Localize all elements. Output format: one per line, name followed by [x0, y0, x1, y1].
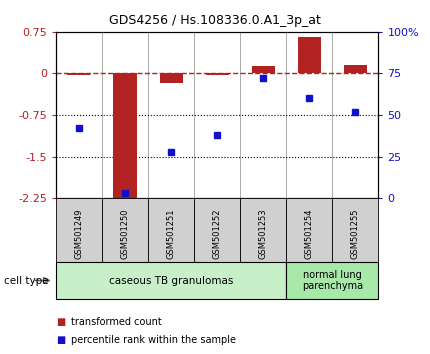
Text: GSM501251: GSM501251 [166, 208, 175, 259]
Bar [206, 74, 229, 75]
Bar [102, 198, 148, 262]
Bar [148, 198, 194, 262]
Bar [160, 74, 183, 84]
Text: GSM501255: GSM501255 [351, 208, 360, 259]
Bar [286, 198, 332, 262]
Bar [240, 198, 286, 262]
Bar [298, 38, 321, 74]
Text: GSM501253: GSM501253 [259, 208, 268, 259]
Bar [194, 198, 240, 262]
Text: ■: ■ [56, 317, 65, 327]
Text: cell type: cell type [4, 275, 49, 286]
Bar [114, 74, 137, 199]
Text: GSM501254: GSM501254 [305, 208, 314, 259]
Text: GSM501249: GSM501249 [74, 208, 83, 259]
Text: ■: ■ [56, 335, 65, 345]
Bar [68, 74, 90, 75]
Bar [56, 198, 102, 262]
Text: normal lung
parenchyma: normal lung parenchyma [302, 270, 363, 291]
Bar [344, 65, 367, 74]
Text: GDS4256 / Hs.108336.0.A1_3p_at: GDS4256 / Hs.108336.0.A1_3p_at [109, 14, 321, 27]
Text: transformed count: transformed count [71, 317, 162, 327]
Bar [286, 262, 378, 299]
Text: caseous TB granulomas: caseous TB granulomas [109, 275, 233, 286]
Bar [332, 198, 378, 262]
Text: GSM501252: GSM501252 [213, 208, 221, 259]
Bar [56, 262, 286, 299]
Text: GSM501250: GSM501250 [120, 208, 129, 259]
Text: percentile rank within the sample: percentile rank within the sample [71, 335, 236, 345]
Bar [252, 66, 275, 74]
